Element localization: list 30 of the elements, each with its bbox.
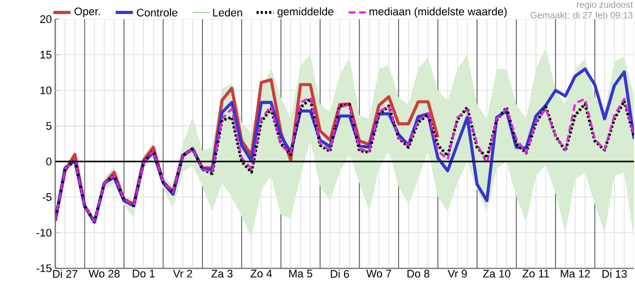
x-tick-label: Di 13 bbox=[602, 270, 627, 278]
x-tick-label: Vr 9 bbox=[448, 270, 467, 278]
x-tick-label: Vr 2 bbox=[172, 270, 192, 278]
x-tick-label: Di 6 bbox=[330, 270, 350, 278]
y-tick-label: -10 bbox=[36, 228, 52, 236]
x-tick-label: Di 27 bbox=[53, 270, 78, 278]
y-tick-label: 0 bbox=[46, 157, 52, 166]
text: Gemaakt: di 27 feb 09:13 bbox=[530, 11, 632, 18]
x-tick-label: Za 10 bbox=[483, 270, 510, 278]
y-tick-label: 10 bbox=[40, 86, 52, 94]
y-tick-label: 5 bbox=[46, 122, 52, 130]
x-tick-label: Ma 5 bbox=[289, 270, 312, 278]
y-tick-label: -5 bbox=[42, 193, 52, 201]
legend-label: Oper. bbox=[74, 7, 100, 18]
x-tick-label: Zo 11 bbox=[522, 270, 550, 278]
x-tick-label: Ma 12 bbox=[560, 270, 590, 278]
y-tick-label: -15 bbox=[36, 264, 52, 272]
legend-label: gemiddelde bbox=[278, 7, 334, 18]
x-tick-label: Do 1 bbox=[132, 270, 155, 278]
legend-label: Leden bbox=[213, 8, 242, 16]
y-tick-label: 15 bbox=[40, 50, 52, 58]
x-tick-label: Wo 28 bbox=[88, 270, 120, 278]
x-tick-label: Za 3 bbox=[211, 270, 233, 278]
legend-label: mediaan (middelste waarde) bbox=[370, 7, 507, 18]
x-tick-label: Do 8 bbox=[408, 270, 430, 278]
y-tick-label: 20 bbox=[40, 15, 52, 23]
text: regio zuidoost bbox=[577, 0, 633, 10]
x-tick-label: Zo 4 bbox=[250, 270, 272, 278]
legend-label: Controle bbox=[136, 8, 178, 16]
x-tick-label: Wo 7 bbox=[366, 270, 392, 278]
